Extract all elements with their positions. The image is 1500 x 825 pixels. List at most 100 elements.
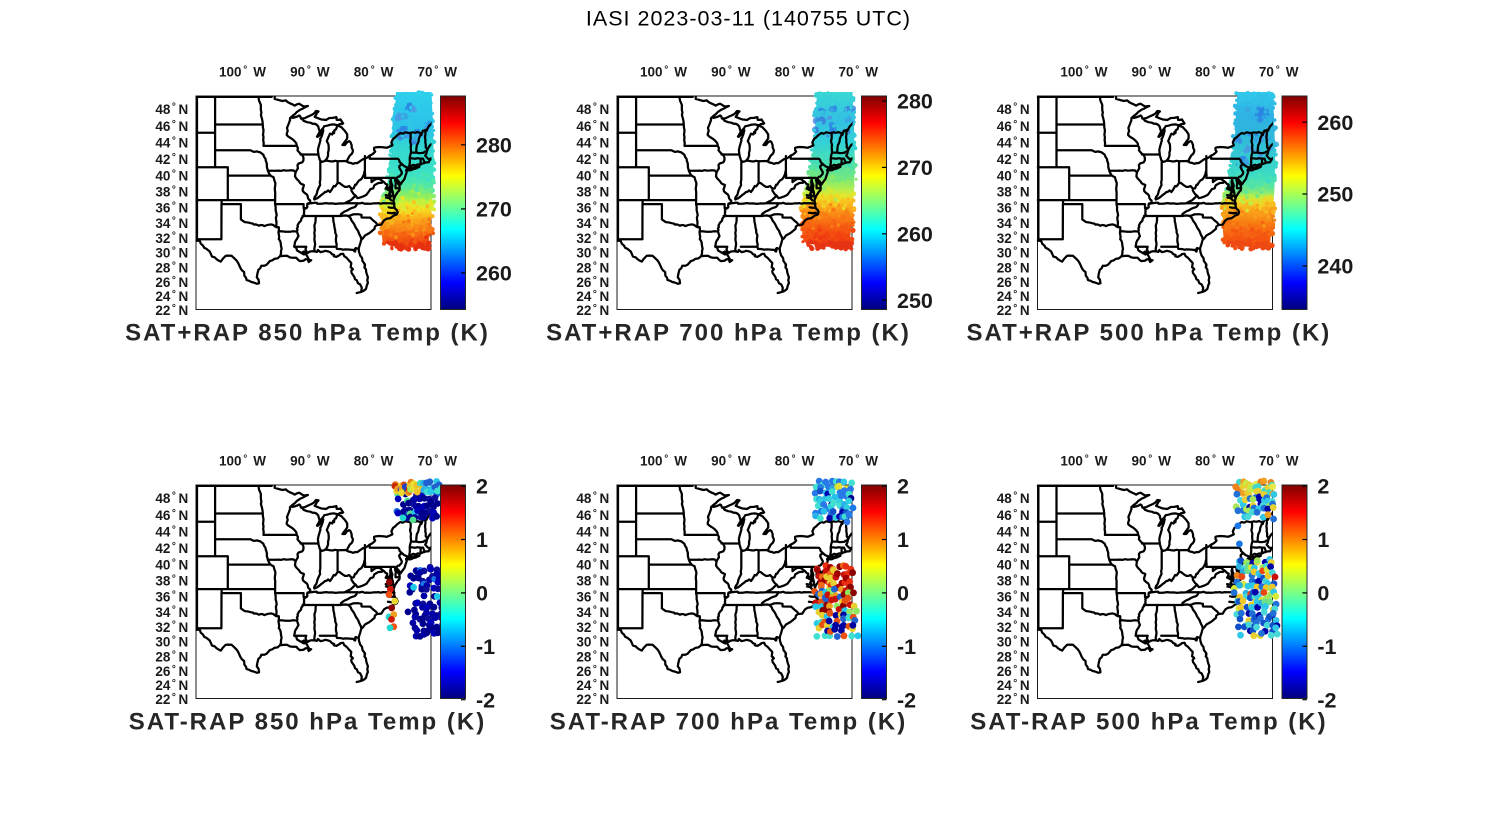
svg-text:N: N bbox=[600, 216, 610, 231]
svg-text:°: ° bbox=[1276, 64, 1280, 75]
svg-text:N: N bbox=[1020, 136, 1030, 151]
svg-text:N: N bbox=[179, 692, 189, 707]
svg-text:°: ° bbox=[593, 102, 597, 113]
svg-text:N: N bbox=[1020, 558, 1030, 573]
svg-text:28: 28 bbox=[576, 261, 592, 276]
svg-text:34: 34 bbox=[997, 605, 1013, 620]
svg-text:38: 38 bbox=[997, 185, 1013, 200]
svg-text:°: ° bbox=[593, 692, 597, 703]
svg-text:36: 36 bbox=[576, 201, 592, 216]
svg-text:30: 30 bbox=[576, 635, 591, 650]
svg-text:N: N bbox=[179, 136, 189, 151]
svg-text:°: ° bbox=[593, 620, 597, 631]
svg-text:1: 1 bbox=[476, 528, 488, 552]
svg-text:N: N bbox=[600, 558, 610, 573]
svg-text:24: 24 bbox=[997, 678, 1013, 693]
svg-text:80: 80 bbox=[775, 64, 790, 79]
svg-text:W: W bbox=[444, 64, 457, 79]
svg-text:°: ° bbox=[1085, 453, 1089, 464]
svg-text:°: ° bbox=[593, 525, 597, 536]
svg-text:N: N bbox=[179, 246, 189, 261]
svg-text:°: ° bbox=[1013, 605, 1017, 616]
svg-text:°: ° bbox=[1013, 275, 1017, 286]
svg-text:°: ° bbox=[728, 64, 732, 75]
svg-text:N: N bbox=[1020, 201, 1030, 216]
svg-text:N: N bbox=[1020, 664, 1030, 679]
svg-text:30: 30 bbox=[576, 246, 591, 261]
svg-text:W: W bbox=[674, 64, 687, 79]
svg-text:N: N bbox=[179, 558, 189, 573]
svg-text:W: W bbox=[317, 453, 330, 468]
svg-text:34: 34 bbox=[576, 605, 592, 620]
svg-text:32: 32 bbox=[576, 231, 591, 246]
svg-text:1: 1 bbox=[1317, 528, 1329, 552]
svg-text:44: 44 bbox=[155, 525, 171, 540]
svg-text:N: N bbox=[1020, 650, 1030, 665]
svg-text:°: ° bbox=[593, 119, 597, 130]
svg-text:°: ° bbox=[1013, 136, 1017, 147]
svg-text:N: N bbox=[600, 541, 610, 556]
svg-text:°: ° bbox=[1013, 692, 1017, 703]
svg-text:30: 30 bbox=[155, 635, 170, 650]
svg-text:°: ° bbox=[172, 558, 176, 569]
svg-text:N: N bbox=[600, 605, 610, 620]
svg-text:N: N bbox=[1020, 574, 1030, 589]
svg-text:28: 28 bbox=[997, 261, 1013, 276]
svg-text:W: W bbox=[1222, 64, 1235, 79]
svg-text:N: N bbox=[1020, 152, 1030, 167]
svg-text:°: ° bbox=[593, 589, 597, 600]
svg-text:N: N bbox=[600, 508, 610, 523]
svg-text:°: ° bbox=[172, 491, 176, 502]
svg-text:N: N bbox=[600, 119, 610, 134]
svg-text:°: ° bbox=[172, 275, 176, 286]
svg-text:38: 38 bbox=[155, 185, 171, 200]
svg-text:°: ° bbox=[1013, 541, 1017, 552]
svg-text:N: N bbox=[600, 261, 610, 276]
svg-text:N: N bbox=[179, 261, 189, 276]
svg-text:N: N bbox=[600, 275, 610, 290]
svg-text:°: ° bbox=[593, 558, 597, 569]
svg-text:W: W bbox=[444, 453, 457, 468]
svg-text:N: N bbox=[1020, 590, 1030, 605]
svg-text:240: 240 bbox=[1317, 255, 1353, 279]
svg-text:°: ° bbox=[1013, 678, 1017, 689]
svg-text:N: N bbox=[179, 491, 189, 506]
svg-text:100: 100 bbox=[1060, 453, 1083, 468]
svg-text:°: ° bbox=[172, 525, 176, 536]
svg-text:N: N bbox=[1020, 246, 1030, 261]
svg-text:34: 34 bbox=[576, 216, 592, 231]
svg-text:-2: -2 bbox=[1317, 688, 1336, 712]
svg-text:80: 80 bbox=[1195, 453, 1210, 468]
svg-text:38: 38 bbox=[576, 185, 592, 200]
svg-text:36: 36 bbox=[997, 590, 1013, 605]
svg-text:N: N bbox=[1020, 102, 1030, 117]
svg-text:N: N bbox=[1020, 525, 1030, 540]
svg-text:W: W bbox=[738, 64, 751, 79]
svg-text:38: 38 bbox=[576, 574, 592, 589]
svg-text:N: N bbox=[1020, 620, 1030, 635]
svg-text:28: 28 bbox=[997, 650, 1013, 665]
svg-text:0: 0 bbox=[476, 582, 488, 606]
svg-text:°: ° bbox=[1013, 289, 1017, 300]
svg-text:40: 40 bbox=[576, 558, 591, 573]
svg-text:°: ° bbox=[172, 119, 176, 130]
svg-text:N: N bbox=[179, 525, 189, 540]
svg-text:N: N bbox=[600, 303, 610, 318]
svg-text:34: 34 bbox=[155, 216, 171, 231]
svg-text:2: 2 bbox=[897, 475, 909, 499]
svg-text:46: 46 bbox=[576, 508, 592, 523]
svg-text:°: ° bbox=[172, 692, 176, 703]
svg-text:-2: -2 bbox=[476, 688, 495, 712]
svg-text:40: 40 bbox=[155, 558, 170, 573]
svg-text:°: ° bbox=[243, 64, 247, 75]
svg-text:24: 24 bbox=[155, 678, 171, 693]
svg-text:°: ° bbox=[593, 649, 597, 660]
svg-text:N: N bbox=[1020, 119, 1030, 134]
svg-text:100: 100 bbox=[219, 64, 242, 79]
svg-text:N: N bbox=[179, 605, 189, 620]
svg-text:°: ° bbox=[664, 64, 668, 75]
svg-text:°: ° bbox=[172, 605, 176, 616]
svg-text:N: N bbox=[1020, 261, 1030, 276]
svg-text:W: W bbox=[865, 64, 878, 79]
svg-text:48: 48 bbox=[155, 102, 171, 117]
